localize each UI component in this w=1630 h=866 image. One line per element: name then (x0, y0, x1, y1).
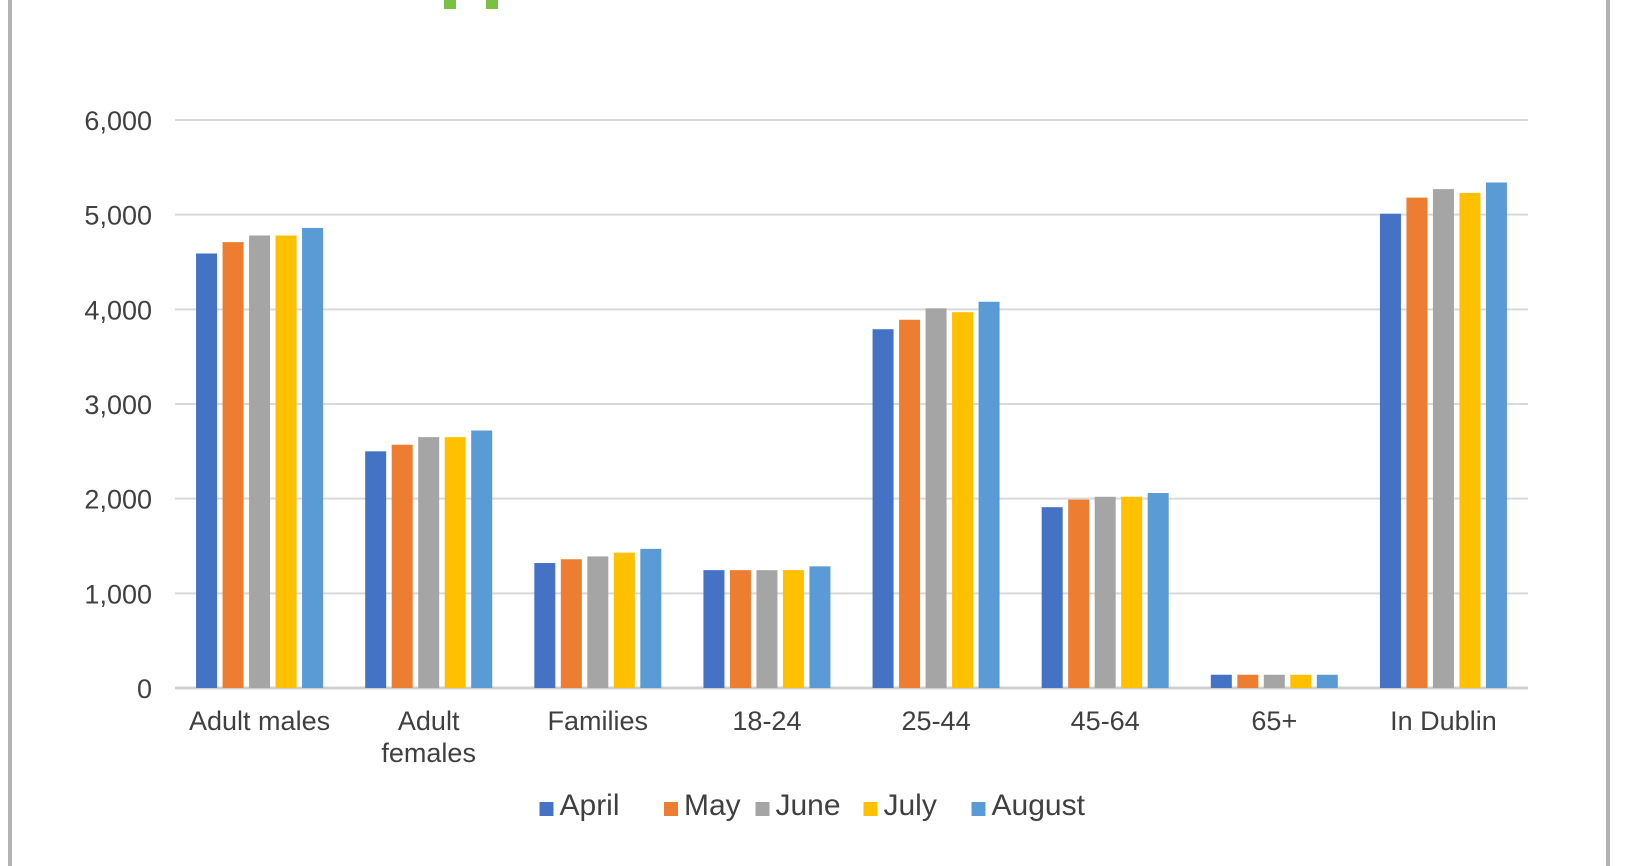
bar-may (1068, 499, 1090, 688)
bar-july (1121, 496, 1143, 688)
bar-june (1263, 674, 1285, 688)
bar-may (1406, 197, 1428, 689)
bar-may (560, 559, 582, 688)
y-tick-label: 3,000 (84, 390, 152, 420)
bar-august (471, 430, 493, 688)
bar-august (302, 227, 324, 689)
x-tick-label: Families (548, 706, 649, 736)
bar-august (809, 566, 831, 688)
bar-june (1432, 189, 1454, 688)
legend-swatch-august (971, 802, 986, 816)
bar-april (365, 451, 387, 688)
x-axis-labels: Adult males Adult females Families 18-24 25-4… (189, 706, 1497, 768)
x-tick-label: 45-64 (1071, 706, 1140, 736)
x-tick-label: Adult males (189, 706, 330, 736)
x-tick-label: 25-44 (902, 706, 971, 736)
legend-swatch-april (539, 802, 554, 816)
bar-june (756, 570, 778, 688)
bar-may (899, 319, 921, 688)
bar-april (1210, 674, 1232, 688)
chart-frame (8, 0, 1610, 866)
bar-april (1379, 213, 1401, 688)
bar-july (275, 235, 297, 688)
legend-swatch-july (863, 802, 878, 816)
bar-august (1147, 492, 1169, 688)
legend-label-april: April (560, 789, 620, 822)
bar-june (418, 437, 440, 688)
y-tick-label: 5,000 (84, 201, 152, 231)
bar-may (391, 444, 413, 688)
y-axis-ticks: 0 1,000 2,000 3,000 4,000 5,000 6,000 (84, 106, 152, 704)
bar-june (587, 556, 609, 688)
bar-july (444, 437, 466, 688)
bar-august (978, 301, 1000, 688)
y-tick-label: 4,000 (84, 295, 152, 325)
bar-april (703, 570, 725, 688)
legend-label-july: July (884, 789, 937, 822)
legend-swatch-june (755, 802, 770, 816)
bar-june (925, 308, 947, 688)
legend-label-august: August (992, 789, 1086, 822)
bar-april (196, 253, 218, 689)
x-tick-label: Adult females (381, 706, 476, 768)
bar-july (782, 570, 804, 688)
bar-april (872, 329, 894, 688)
bar-august (1316, 674, 1338, 688)
bar-july (952, 312, 974, 688)
y-tick-label: 6,000 (84, 106, 152, 136)
bar-may (1237, 674, 1259, 688)
bar-july (1290, 674, 1312, 688)
bar-august (1485, 182, 1507, 689)
bar-july (613, 552, 635, 688)
bar-may (222, 242, 244, 688)
y-tick-label: 0 (137, 674, 152, 704)
legend-swatch-may (664, 802, 678, 816)
x-tick-label: In Dublin (1390, 706, 1497, 736)
y-tick-label: 2,000 (84, 485, 152, 515)
legend-label-june: June (776, 789, 841, 822)
bars (196, 182, 1507, 689)
title-fragment (426, 0, 516, 10)
y-tick-label: 1,000 (84, 579, 152, 609)
bar-july (1459, 192, 1481, 689)
x-tick-label: 65+ (1251, 706, 1297, 736)
bar-june (1094, 496, 1116, 688)
legend-label-may: May (684, 789, 741, 822)
x-tick-label: 18-24 (732, 706, 801, 736)
legend: April May June July August (539, 789, 1086, 822)
bar-june (249, 235, 271, 688)
bar-april (1041, 507, 1063, 688)
bar-august (640, 548, 662, 688)
bar-april (534, 563, 556, 688)
bar-may (729, 570, 751, 688)
